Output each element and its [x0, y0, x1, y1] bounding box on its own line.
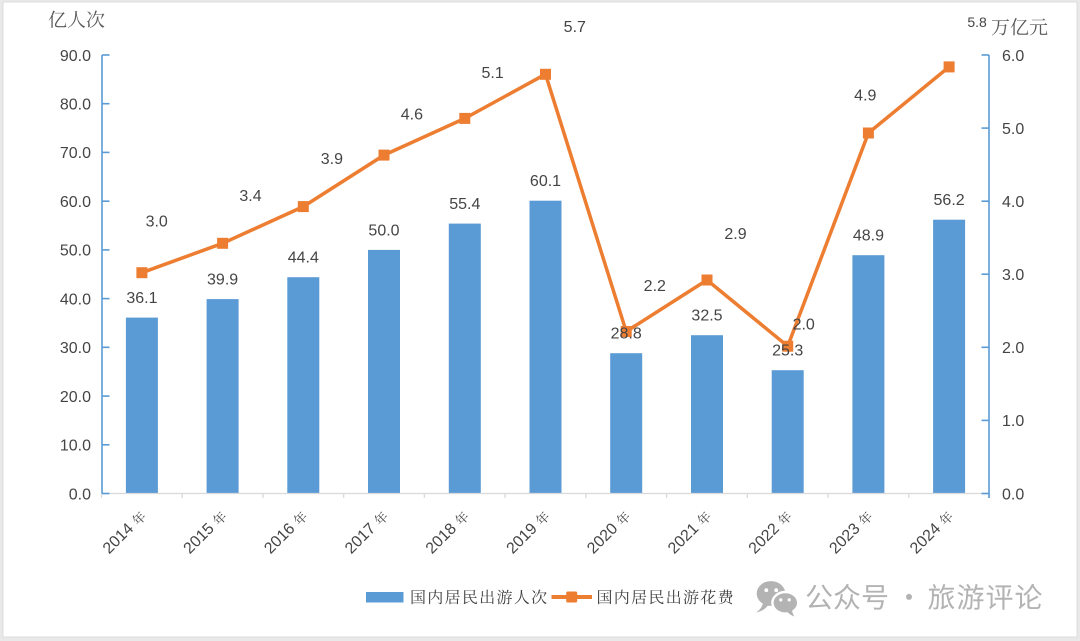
svg-text:4.6: 4.6 — [401, 107, 423, 124]
svg-text:0.0: 0.0 — [69, 486, 91, 503]
svg-text:40.0: 40.0 — [60, 291, 91, 308]
svg-text:80.0: 80.0 — [60, 97, 91, 114]
svg-text:90.0: 90.0 — [60, 48, 91, 65]
svg-text:5.7: 5.7 — [564, 19, 586, 36]
svg-text:6.0: 6.0 — [1002, 48, 1024, 65]
svg-text:70.0: 70.0 — [60, 145, 91, 162]
svg-text:3.4: 3.4 — [239, 188, 261, 205]
svg-text:2.0: 2.0 — [1002, 340, 1024, 357]
svg-text:2.0: 2.0 — [793, 317, 815, 334]
svg-text:2.2: 2.2 — [644, 278, 666, 295]
svg-text:44.4: 44.4 — [288, 250, 319, 267]
svg-text:28.8: 28.8 — [611, 326, 642, 343]
svg-text:30.0: 30.0 — [60, 340, 91, 357]
svg-text:50.0: 50.0 — [368, 222, 399, 239]
svg-text:39.9: 39.9 — [207, 272, 238, 289]
svg-text:3.9: 3.9 — [321, 151, 343, 168]
svg-text:25.3: 25.3 — [772, 343, 803, 360]
svg-text:5.1: 5.1 — [481, 65, 503, 82]
svg-text:60.0: 60.0 — [60, 194, 91, 211]
svg-text:0.0: 0.0 — [1002, 486, 1024, 503]
svg-text:4.9: 4.9 — [854, 88, 876, 105]
svg-text:5.0: 5.0 — [1002, 121, 1024, 138]
svg-text:48.9: 48.9 — [853, 228, 884, 245]
svg-text:56.2: 56.2 — [934, 192, 965, 209]
svg-text:1.0: 1.0 — [1002, 413, 1024, 430]
svg-text:3.0: 3.0 — [146, 214, 168, 231]
svg-text:3.0: 3.0 — [1002, 267, 1024, 284]
svg-text:2.9: 2.9 — [724, 226, 746, 243]
svg-text:20.0: 20.0 — [60, 389, 91, 406]
svg-text:4.0: 4.0 — [1002, 194, 1024, 211]
svg-text:60.1: 60.1 — [530, 173, 561, 190]
svg-text:10.0: 10.0 — [60, 438, 91, 455]
svg-text:32.5: 32.5 — [691, 308, 722, 325]
svg-text:36.1: 36.1 — [126, 290, 157, 307]
svg-text:5.8: 5.8 — [967, 14, 987, 30]
svg-text:50.0: 50.0 — [60, 243, 91, 260]
svg-text:55.4: 55.4 — [449, 196, 480, 213]
